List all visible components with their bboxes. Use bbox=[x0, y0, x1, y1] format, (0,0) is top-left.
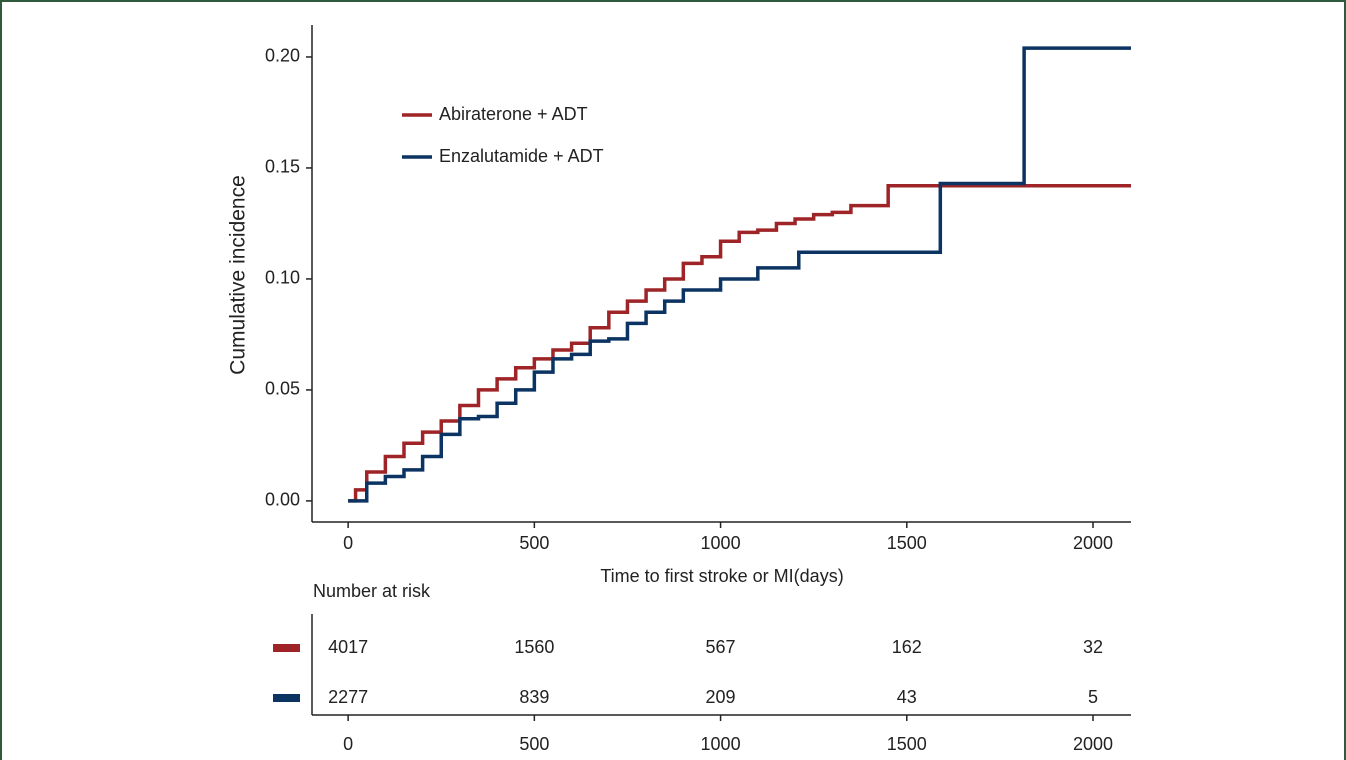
y-tick-label: 0.10 bbox=[265, 268, 300, 288]
x-axis-label: Time to first stroke or MI(days) bbox=[600, 566, 843, 586]
legend-label: Abiraterone + ADT bbox=[439, 104, 588, 124]
risk-count: 43 bbox=[897, 687, 917, 707]
risk-count: 1560 bbox=[514, 637, 554, 657]
y-tick-label: 0.20 bbox=[265, 46, 300, 66]
risk-count: 4017 bbox=[328, 637, 368, 657]
x-tick-label: 1000 bbox=[701, 533, 741, 553]
table-x-tick-label: 1500 bbox=[887, 734, 927, 754]
series-line bbox=[348, 46, 1131, 503]
risk-count: 5 bbox=[1088, 687, 1098, 707]
y-tick-label: 0.00 bbox=[265, 490, 300, 510]
y-tick-label: 0.05 bbox=[265, 379, 300, 399]
x-tick-label: 0 bbox=[343, 533, 353, 553]
table-x-tick-label: 500 bbox=[519, 734, 549, 754]
y-tick-label: 0.15 bbox=[265, 157, 300, 177]
risk-count: 32 bbox=[1083, 637, 1103, 657]
risk-table-title: Number at risk bbox=[313, 581, 431, 601]
x-tick-label: 500 bbox=[519, 533, 549, 553]
table-x-tick-label: 0 bbox=[343, 734, 353, 754]
risk-count: 567 bbox=[706, 637, 736, 657]
x-tick-label: 2000 bbox=[1073, 533, 1113, 553]
risk-count: 209 bbox=[706, 687, 736, 707]
table-x-tick-label: 2000 bbox=[1073, 734, 1113, 754]
risk-count: 839 bbox=[519, 687, 549, 707]
y-axis-label: Cumulative incidence bbox=[227, 175, 250, 375]
risk-count: 162 bbox=[892, 637, 922, 657]
row-swatch bbox=[273, 694, 300, 702]
risk-count: 2277 bbox=[328, 687, 368, 707]
series-line bbox=[348, 183, 1131, 503]
x-tick-label: 1500 bbox=[887, 533, 927, 553]
row-swatch bbox=[273, 644, 300, 652]
table-x-tick-label: 1000 bbox=[701, 734, 741, 754]
legend-label: Enzalutamide + ADT bbox=[439, 146, 604, 166]
